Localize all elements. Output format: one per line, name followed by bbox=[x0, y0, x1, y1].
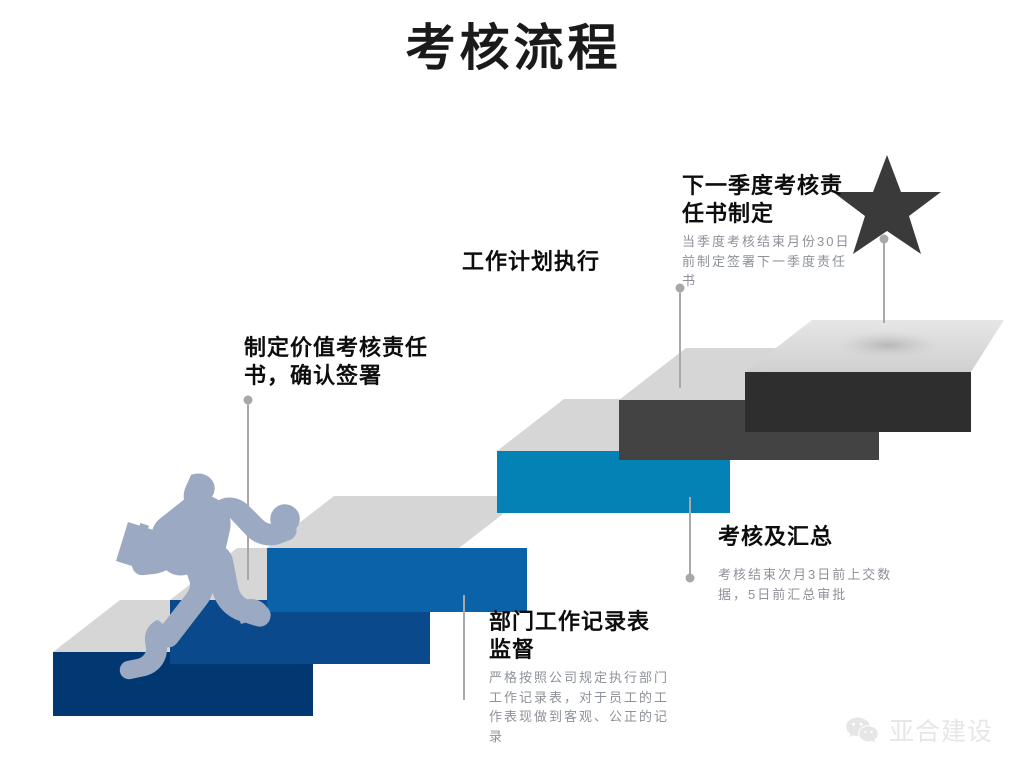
step-4-front bbox=[497, 451, 730, 513]
star-icon bbox=[833, 155, 941, 254]
connector-responsibility-letter bbox=[243, 395, 253, 580]
label-plan-execution-title: 工作计划执行 bbox=[462, 249, 601, 274]
connector-assessment-summary bbox=[685, 497, 695, 583]
step-3 bbox=[267, 496, 527, 612]
label-assessment-summary-title: 考核及汇总 bbox=[718, 524, 834, 549]
step-6 bbox=[745, 320, 1004, 432]
connector-star bbox=[879, 234, 889, 323]
label-responsibility-letter: 制定价值考核责任书，确认签署 bbox=[244, 334, 434, 390]
step-3-front bbox=[267, 548, 527, 612]
wechat-icon bbox=[846, 717, 878, 743]
label-responsibility-letter-title: 制定价值考核责任书，确认签署 bbox=[244, 335, 429, 389]
connector-record-supervision bbox=[463, 595, 465, 700]
label-top-milestone: 下一季度考核责任书制定 当季度考核结束月份30日前制定签署下一季度责任书 bbox=[682, 172, 854, 291]
step-3-top bbox=[267, 496, 526, 548]
connector-plan-execution bbox=[675, 283, 685, 388]
step-6-gloss bbox=[832, 330, 944, 360]
businessman-climbing-icon bbox=[116, 473, 300, 680]
label-assessment-summary-body: 考核结束次月3日前上交数据，5日前汇总审批 bbox=[718, 567, 893, 602]
label-top-milestone-title: 下一季度考核责任书制定 bbox=[682, 173, 844, 227]
label-plan-execution: 工作计划执行 bbox=[462, 248, 662, 276]
label-assessment-summary: 考核及汇总 考核结束次月3日前上交数据，5日前汇总审批 bbox=[718, 523, 893, 604]
label-record-supervision: 部门工作记录表监督 严格按照公司规定执行部门工作记录表，对于员工的工作表现做到客… bbox=[489, 608, 669, 746]
step-6-front bbox=[745, 372, 971, 432]
label-record-supervision-title: 部门工作记录表监督 bbox=[489, 609, 651, 663]
label-record-supervision-body: 严格按照公司规定执行部门工作记录表，对于员工的工作表现做到客观、公正的记录 bbox=[489, 670, 670, 744]
watermark-name: 亚合建设 bbox=[889, 718, 994, 746]
watermark: 亚合建设 bbox=[845, 712, 993, 748]
page-title: 考核流程 bbox=[405, 20, 622, 76]
label-top-milestone-body: 当季度考核结束月份30日前制定签署下一季度责任书 bbox=[682, 234, 851, 289]
